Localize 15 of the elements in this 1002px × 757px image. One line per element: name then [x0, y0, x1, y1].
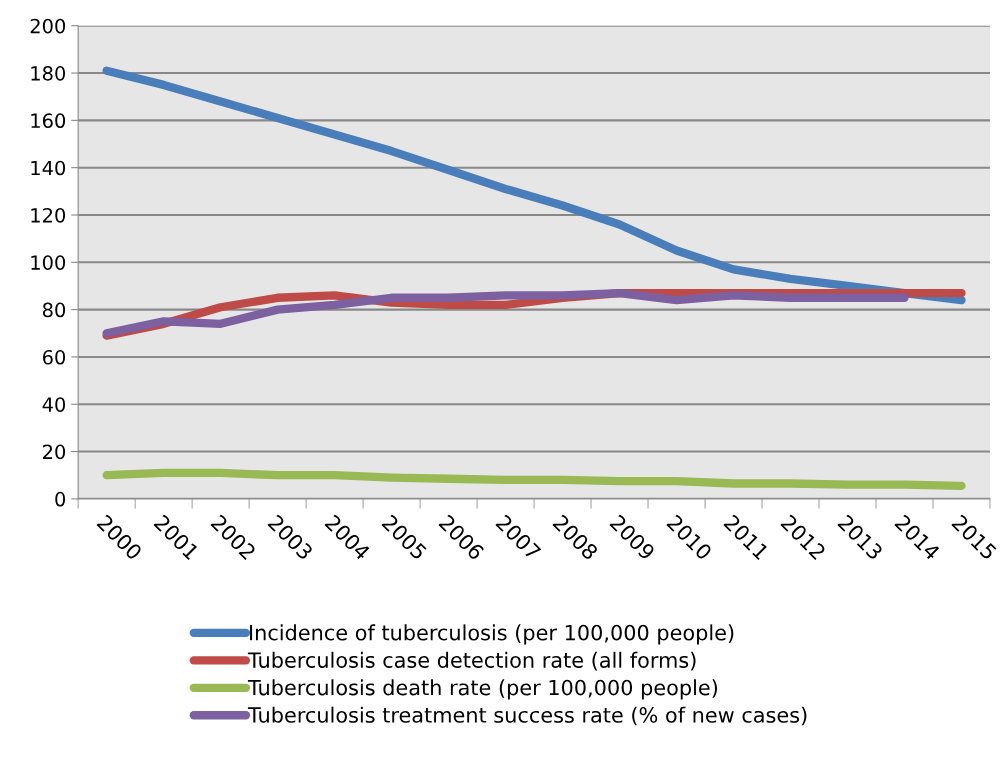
y-tick-label: 60: [42, 349, 66, 365]
legend-label: Tuberculosis death rate (per 100,000 people): [247, 679, 718, 700]
y-tick-label: 0: [55, 491, 66, 507]
y-tick-label: 140: [31, 160, 66, 176]
y-tick-label: 80: [42, 302, 66, 318]
legend-label: Tuberculosis case detection rate (all forms): [247, 651, 696, 671]
y-tick-label: 100: [31, 255, 66, 270]
legend-label: Incidence of tuberculosis (per 100,000 people): [250, 624, 734, 645]
y-tick-label: 120: [31, 207, 66, 223]
y-tick-label: 40: [42, 397, 66, 412]
y-tick-label: 20: [43, 444, 66, 460]
y-tick-label: 160: [31, 113, 66, 129]
y-tick-label: 200: [30, 18, 66, 34]
legend-label: Tuberculosis treatment success rate (% of new cases): [247, 706, 807, 726]
y-tick-label: 180: [31, 66, 66, 81]
